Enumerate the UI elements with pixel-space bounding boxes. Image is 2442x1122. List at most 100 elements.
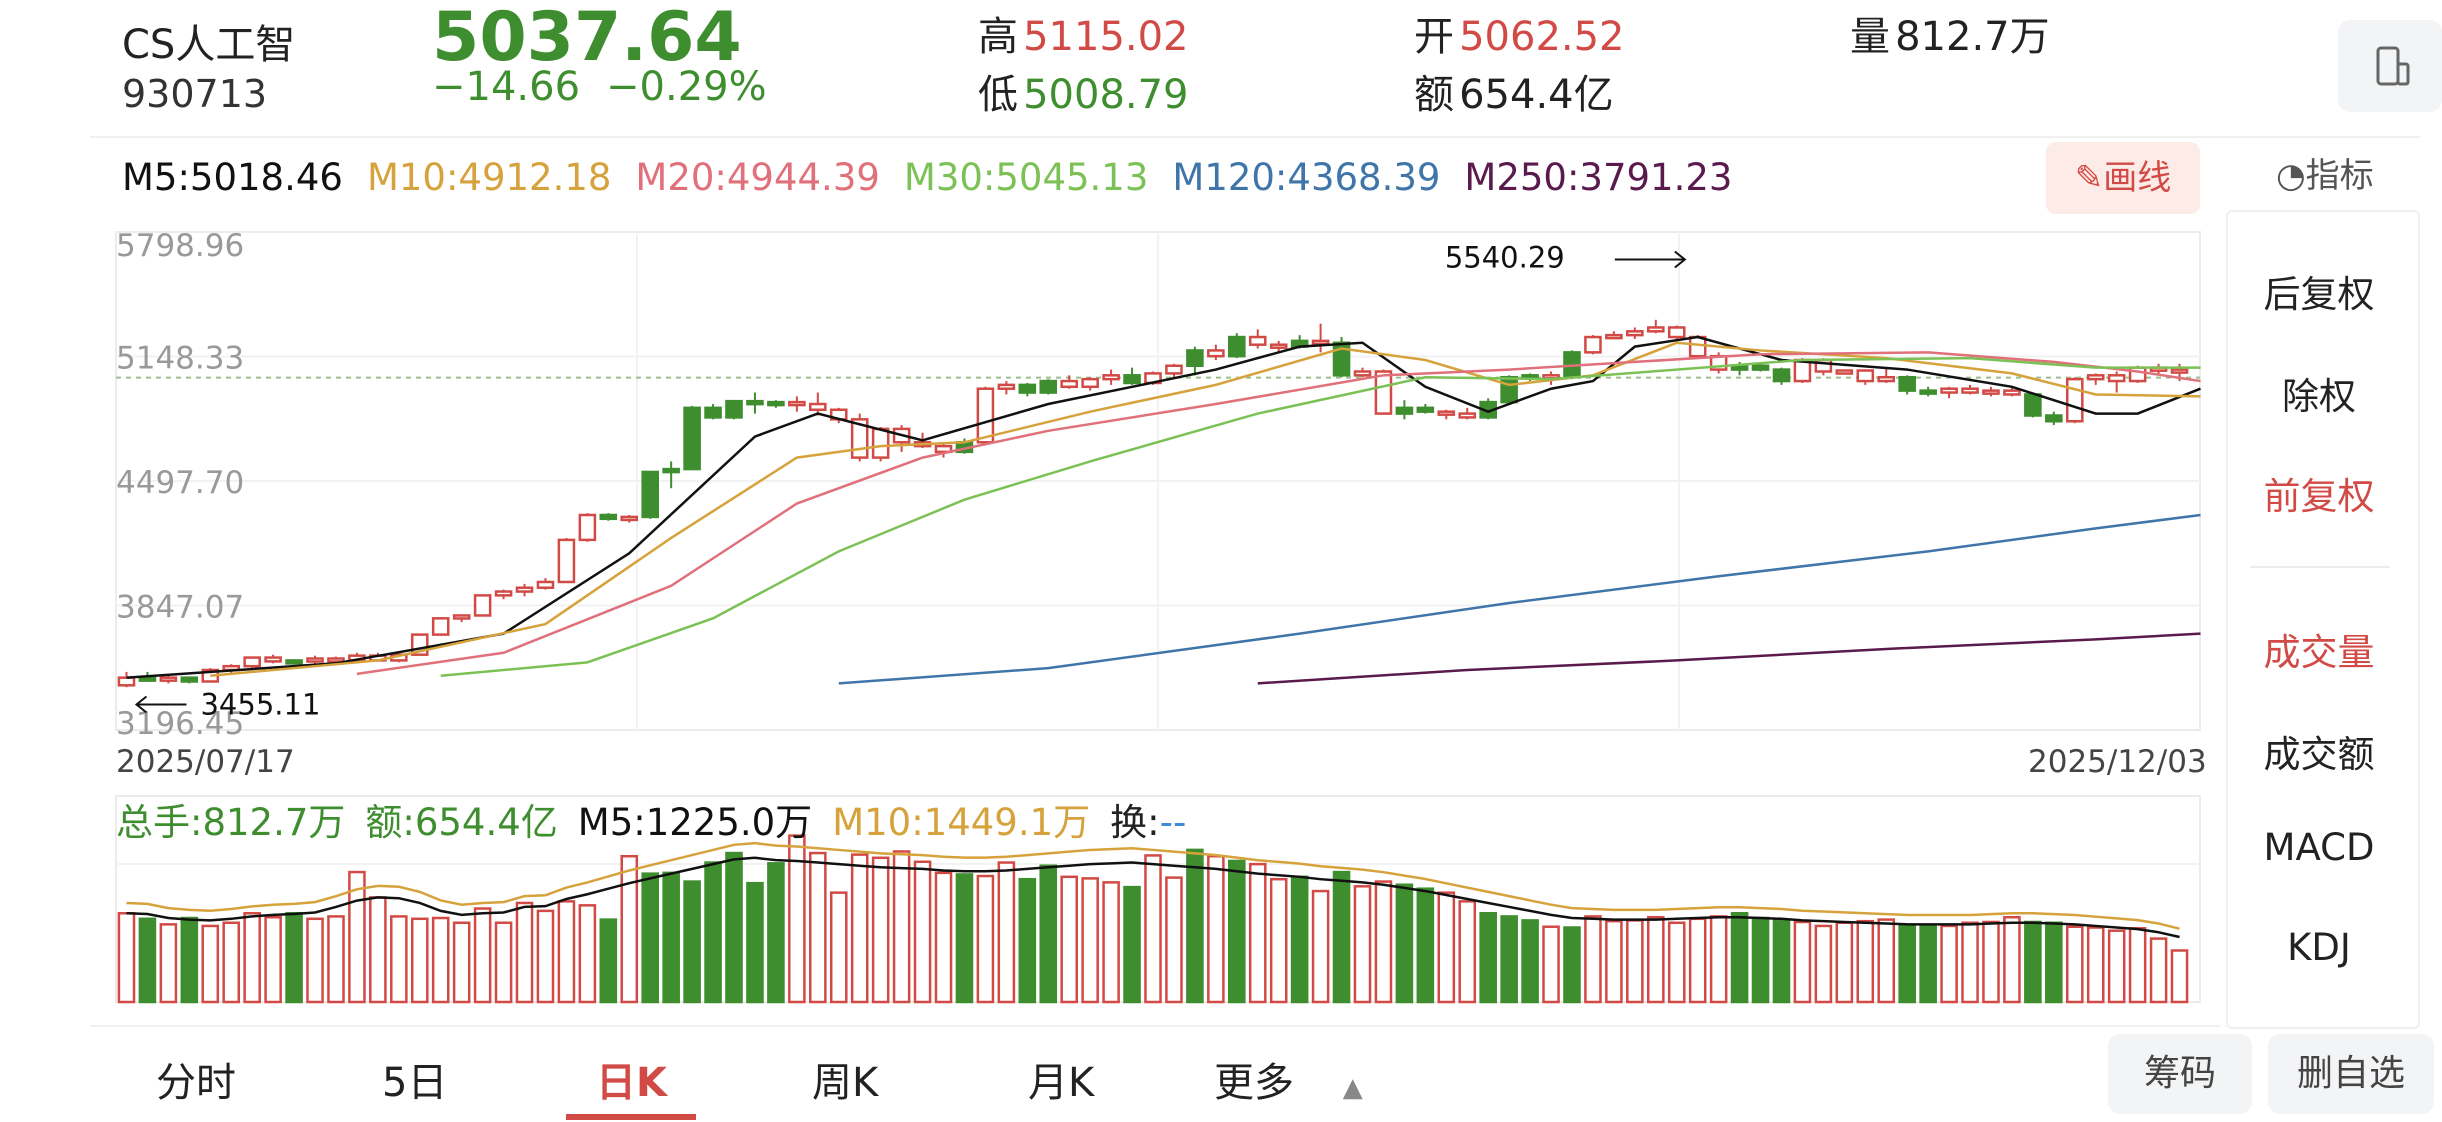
volume-bar	[1144, 854, 1162, 1004]
volume-ma5-line	[126, 856, 2180, 939]
indicator-label: 指标	[2305, 156, 2374, 196]
volume-bar	[1646, 915, 1665, 1004]
volume-bar	[1290, 875, 1309, 1004]
volume-bar	[1919, 923, 1937, 1004]
tab-weekly-k[interactable]: 周K	[812, 1060, 879, 1106]
tab-more[interactable]: 更多 ▲	[1214, 1050, 1363, 1108]
volume-bar	[1437, 891, 1456, 1004]
candle	[1311, 339, 1330, 346]
draw-line-button[interactable]: ✎画线	[2046, 142, 2200, 214]
indicator-button[interactable]: ◔指标	[2276, 148, 2374, 197]
candle	[1646, 326, 1665, 333]
low-annotation: 3455.11	[200, 688, 320, 722]
candle	[1207, 349, 1225, 358]
volume-bar	[1688, 917, 1707, 1004]
volume-bar	[1730, 912, 1749, 1004]
candle	[285, 659, 303, 665]
current-price: 5037.64	[432, 0, 742, 77]
candle	[431, 617, 450, 636]
vol-ma5: M5:1225.0万	[577, 801, 813, 844]
volume-bar	[201, 924, 220, 1004]
volume-bar	[180, 916, 199, 1004]
date-axis-end: 2025/12/03	[2028, 744, 2207, 780]
volume-legend: 总手:812.7万 额:654.4亿 M5:1225.0万 M10:1449.1万 换:…	[116, 792, 1206, 846]
volume-bar	[494, 921, 513, 1004]
candle	[306, 657, 324, 663]
side-item-ex-rights[interactable]: 除权	[2282, 375, 2356, 418]
remove-watchlist-button[interactable]: 删自选	[2268, 1034, 2434, 1114]
candle	[243, 656, 261, 668]
volume-bar	[1102, 881, 1120, 1004]
side-item-turnover[interactable]: 成交额	[2263, 733, 2375, 776]
candle	[2003, 389, 2021, 396]
volume-bar	[2086, 926, 2105, 1004]
volume-bar	[138, 917, 157, 1004]
chips-button[interactable]: 筹码	[2108, 1034, 2252, 1114]
candle	[1584, 335, 1602, 354]
candle	[871, 427, 890, 459]
volume-bar	[1479, 912, 1497, 1004]
volume-bar	[264, 915, 282, 1004]
volume-bar	[683, 880, 701, 1004]
volume-bar	[641, 872, 660, 1004]
high-value: 5115.02	[1023, 14, 1189, 60]
tab-intraday[interactable]: 分时	[156, 1060, 236, 1106]
volume-bar	[222, 921, 241, 1004]
tab-daily-k[interactable]: 日K	[596, 1060, 667, 1106]
candle	[1835, 369, 1854, 375]
candle	[788, 400, 806, 407]
volume-bar	[913, 860, 932, 1004]
candle	[997, 383, 1016, 390]
candle	[2086, 374, 2105, 381]
candle	[2024, 393, 2042, 417]
low-label: 低	[978, 72, 1018, 118]
volume-bar	[809, 851, 827, 1004]
side-item-kdj[interactable]: KDJ	[2287, 926, 2351, 969]
gauge-icon: ◔	[2276, 156, 2306, 196]
volume-bar	[1626, 919, 1644, 1004]
side-item-post-adjusted[interactable]: 后复权	[2263, 273, 2375, 316]
volume-bar	[1605, 919, 1623, 1004]
volume-bar	[746, 881, 764, 1004]
volume-bar	[1039, 864, 1058, 1004]
side-item-macd[interactable]: MACD	[2263, 826, 2375, 869]
landscape-toggle-button[interactable]	[2338, 20, 2442, 112]
volume-bar	[557, 900, 576, 1004]
tab-5day[interactable]: 5日	[382, 1060, 448, 1106]
volume-bar	[1353, 885, 1372, 1004]
candle	[662, 467, 680, 474]
volume-bar	[620, 854, 639, 1004]
candle	[138, 676, 157, 682]
volume-bar	[788, 834, 806, 1004]
volume-bar	[536, 909, 555, 1004]
volume-bar	[1961, 921, 1979, 1004]
volume-bar	[2045, 921, 2063, 1004]
candle	[515, 586, 534, 593]
volume-bar	[1395, 883, 1414, 1004]
volume-bar	[850, 853, 869, 1004]
volume-bar	[285, 912, 303, 1004]
candle	[1395, 406, 1414, 415]
candle	[1060, 379, 1078, 389]
volume-bar	[1416, 887, 1435, 1004]
tab-monthly-k[interactable]: 月K	[1028, 1060, 1095, 1106]
volume-bar	[1374, 880, 1393, 1004]
volume-bar	[1814, 924, 1833, 1004]
ma-line-m5	[126, 335, 2201, 679]
price-tick-label: 3196.45	[116, 706, 244, 742]
candle	[725, 399, 743, 419]
quote-high: 高 5115.02	[978, 4, 1189, 62]
active-tab-indicator	[566, 1114, 696, 1120]
side-item-pre-adjusted[interactable]: 前复权	[2263, 475, 2375, 518]
quote-low: 低 5008.79	[978, 62, 1189, 120]
volume-bar	[1877, 918, 1896, 1004]
candle	[641, 470, 660, 519]
price-tick-label: 5148.33	[116, 341, 244, 377]
side-divider	[2250, 566, 2390, 568]
side-item-volume[interactable]: 成交量	[2263, 631, 2375, 674]
candle	[1332, 341, 1351, 377]
volume-bar	[1940, 924, 1958, 1004]
volume-bar	[1311, 889, 1330, 1004]
volume-bar	[327, 915, 345, 1004]
